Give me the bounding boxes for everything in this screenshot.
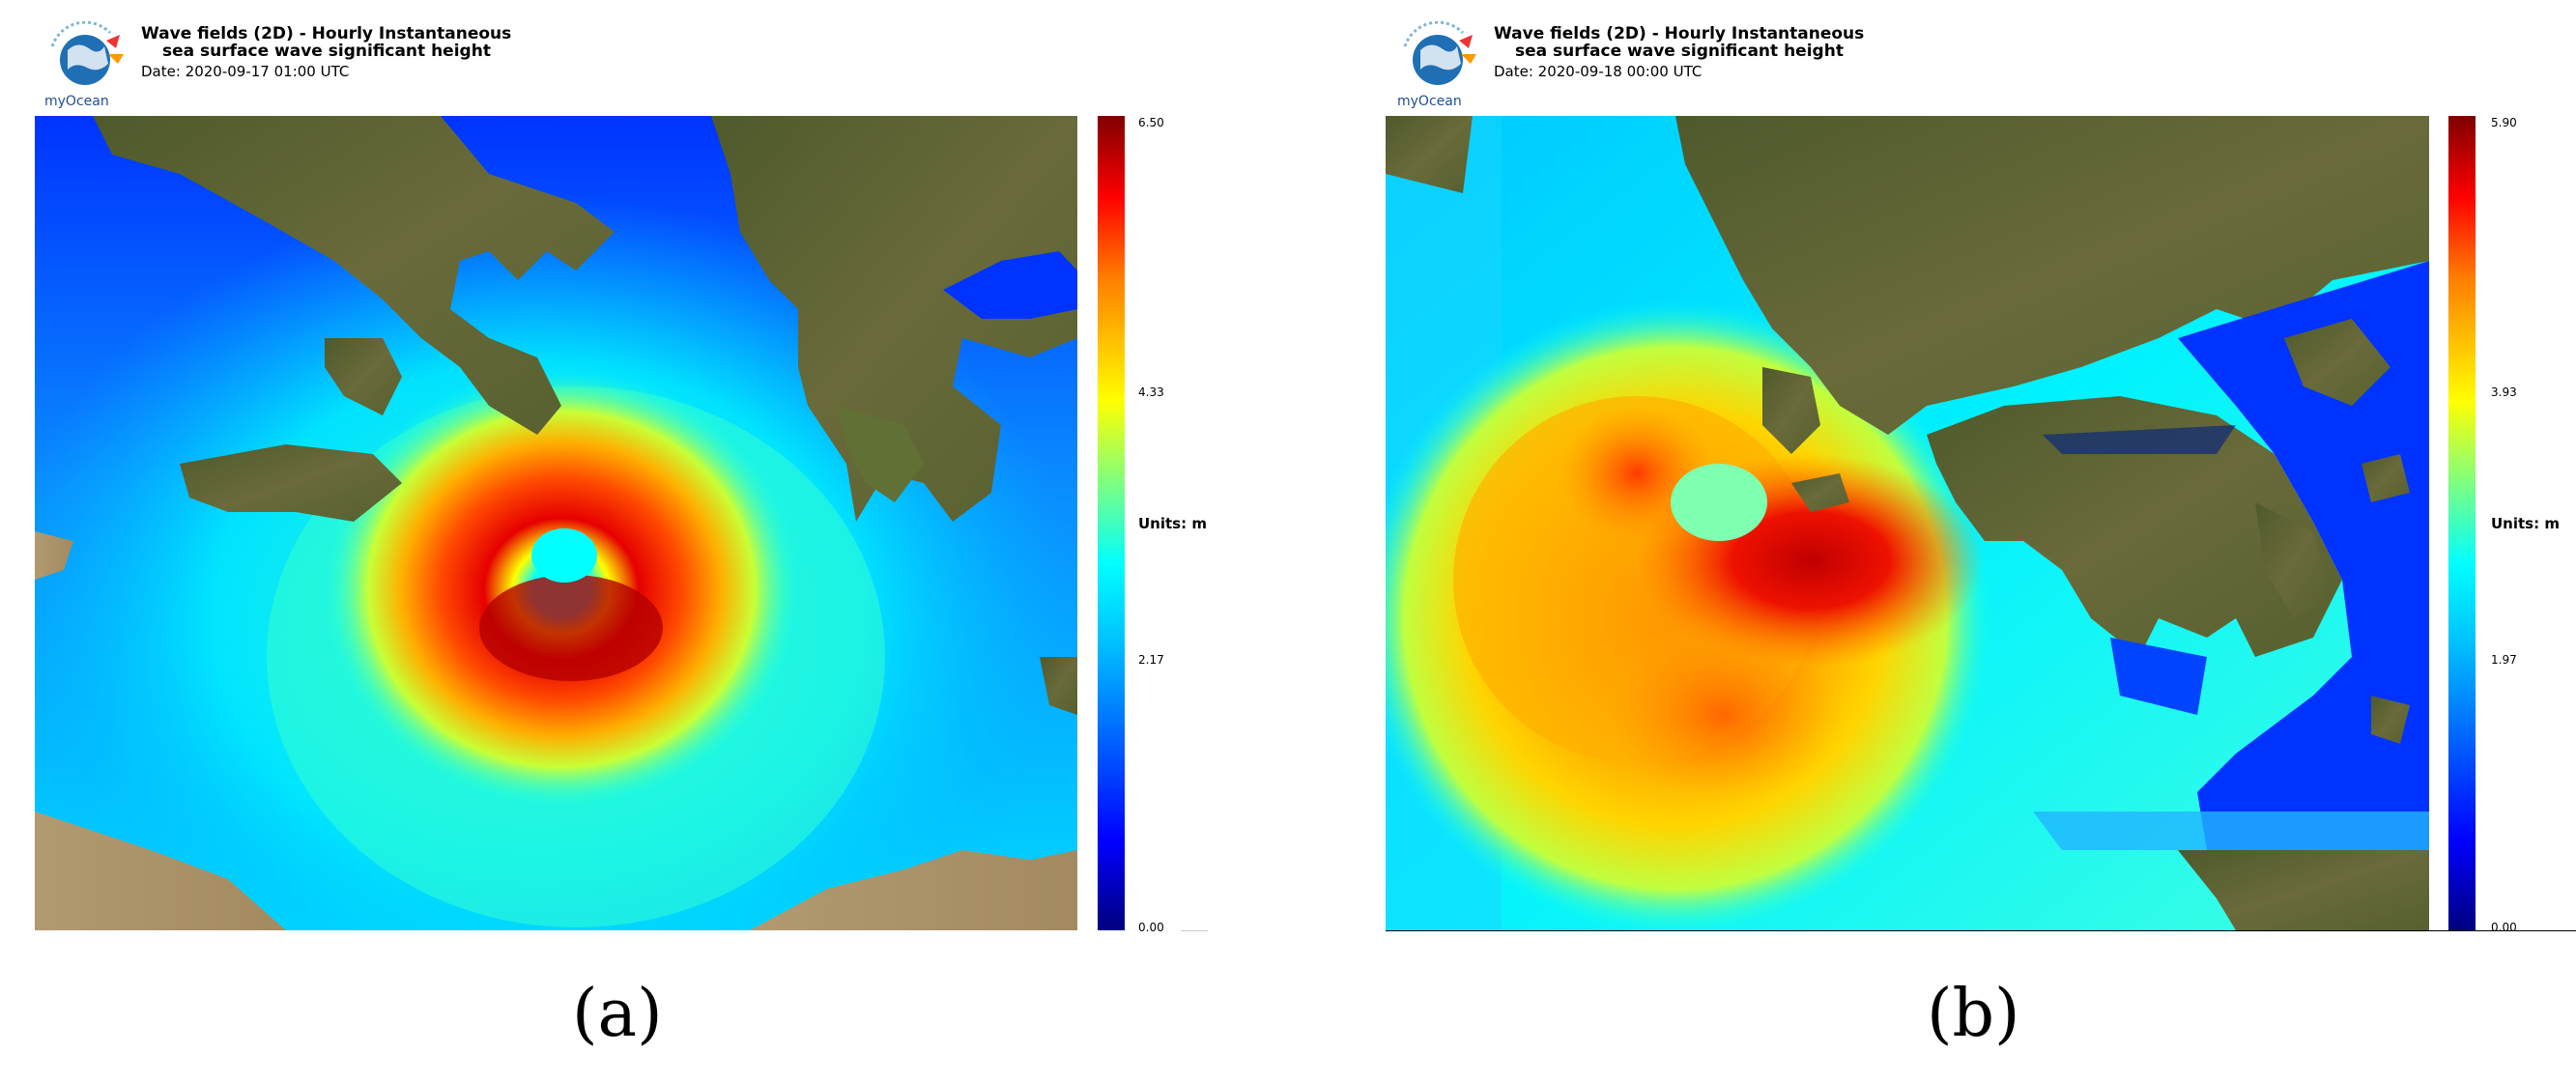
map-date: Date: 2020-09-17 01:00 UTC [141, 63, 350, 80]
units-label: Units: m [1138, 515, 1207, 532]
colorbar [1098, 116, 1125, 930]
land-greece-west [1386, 116, 2429, 512]
title-line1: Wave fields (2D) - Hourly Instantaneous [1494, 24, 1865, 43]
map-title: Wave fields (2D) - Hourly Instantaneous … [1494, 25, 1864, 80]
land-crete [2178, 850, 2429, 930]
units-label: Units: m [2491, 515, 2560, 532]
colorbar-tick-2: 3.93 [2491, 385, 2517, 399]
land-greece [711, 116, 1077, 715]
colorbar-baseline [1181, 930, 1208, 931]
title-line1: Wave fields (2D) - Hourly Instantaneous [141, 24, 512, 43]
land-sicily [180, 444, 402, 522]
land-africa [35, 531, 1077, 930]
panel-label-b: (b) [1927, 976, 2020, 1052]
myocean-logo [50, 21, 124, 85]
myocean-logo-text: myOcean [1397, 94, 1462, 109]
storm-area [1386, 299, 1994, 930]
title-line2: sea surface wave significant height [1515, 42, 1844, 61]
colorbar-tick-max: 5.90 [2491, 116, 2517, 129]
map-title: Wave fields (2D) - Hourly Instantaneous … [141, 25, 511, 80]
map-baseline [1386, 930, 2576, 931]
aegean-sea-blue [2178, 261, 2429, 930]
colorbar-tick-min: 0.00 [2491, 921, 2517, 934]
gulf-blue [2110, 638, 2207, 715]
wave-height-map [35, 116, 1077, 930]
storm-center [320, 367, 803, 812]
colorbar-tick-min: 0.00 [1138, 921, 1164, 934]
myocean-logo-text: myOcean [44, 94, 109, 109]
myocean-logo [1403, 21, 1476, 85]
colorbar-tick-3: 1.97 [2491, 653, 2517, 667]
map-date: Date: 2020-09-18 00:00 UTC [1494, 63, 1703, 80]
colorbar-tick-max: 6.50 [1138, 116, 1164, 129]
title-line2: sea surface wave significant height [162, 42, 491, 61]
colorbar [2448, 116, 2476, 930]
land-italy [93, 116, 615, 435]
land-peloponnese [1927, 396, 2342, 657]
colorbar-tick-3: 2.17 [1138, 653, 1164, 667]
colorbar-tick-2: 4.33 [1138, 385, 1164, 399]
wave-height-map [1386, 116, 2429, 930]
wave-streak [2033, 812, 2429, 850]
panel-a: myOcean Wave fields (2D) - Hourly Instan… [35, 21, 1208, 1052]
panel-b: myOcean Wave fields (2D) - Hourly Instan… [1353, 0, 2576, 1082]
panel-label-a: (a) [572, 976, 663, 1052]
